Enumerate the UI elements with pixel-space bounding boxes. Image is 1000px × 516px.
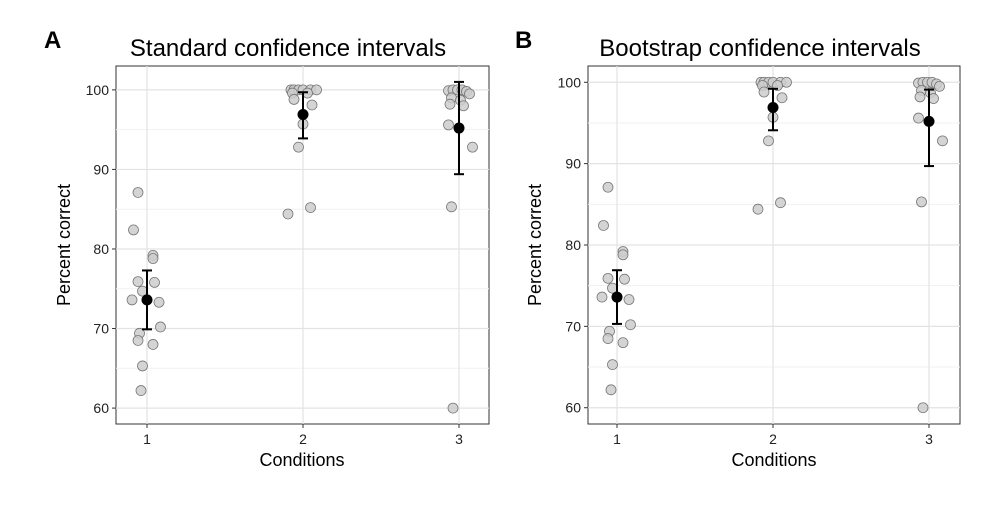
raw-point-b — [596, 291, 608, 303]
raw-point-b — [617, 249, 629, 261]
raw-point-a — [132, 276, 144, 287]
panel-a: A Standard confidence intervals 60 70 80 90… — [44, 27, 490, 470]
mean-point-b — [767, 101, 779, 113]
raw-point-a — [293, 141, 304, 153]
raw-point-b — [916, 196, 927, 208]
chart-title-b: Bootstrap confidence intervals — [599, 35, 921, 62]
mean-point-a — [453, 122, 465, 134]
raw-point-a — [149, 276, 160, 288]
axes-a: 60 70 80 90 100 1 2 3 — [86, 82, 463, 447]
raw-point-b — [602, 181, 614, 193]
raw-point-a — [153, 296, 165, 308]
y-tick-label-b: 100 — [558, 74, 582, 90]
raw-point-a — [306, 99, 318, 111]
mean-point-a — [297, 109, 309, 121]
raw-point-a — [155, 321, 166, 333]
raw-point-a — [132, 187, 144, 198]
x-axis-title-b: Conditions — [731, 450, 816, 470]
x-tick-label-b: 3 — [925, 431, 933, 447]
raw-point-a — [135, 385, 147, 396]
raw-point-b — [914, 91, 926, 103]
raw-point-b — [937, 135, 948, 147]
raw-point-b — [752, 203, 764, 215]
raw-point-b — [598, 220, 609, 231]
raw-point-b — [781, 76, 792, 88]
y-tick-label-b: 70 — [565, 318, 581, 334]
x-tick-label-b: 2 — [769, 431, 777, 447]
raw-point-a — [147, 253, 159, 264]
x-tick-label-b: 1 — [613, 431, 621, 447]
raw-point-b — [619, 273, 630, 285]
summary-a — [141, 80, 465, 331]
y-tick-label-b: 60 — [565, 400, 581, 416]
raw-point-a — [147, 339, 159, 350]
raw-point-a — [126, 294, 138, 306]
y-axis-title-b: Percent correct — [525, 184, 545, 306]
raw-points-b — [596, 76, 948, 414]
raw-point-a — [464, 88, 475, 100]
raw-point-a — [128, 224, 139, 236]
raw-point-a — [132, 335, 144, 346]
y-tick-label-b: 80 — [565, 237, 581, 253]
chart-title-a: Standard confidence intervals — [130, 35, 446, 62]
x-tick-label-a: 1 — [143, 431, 151, 447]
raw-point-b — [775, 197, 786, 209]
panel-label-b: B — [515, 27, 532, 54]
raw-point-b — [934, 80, 945, 92]
x-axis-title-a: Conditions — [259, 450, 344, 470]
raw-point-a — [288, 94, 300, 105]
raw-point-a — [443, 119, 454, 131]
panel-label-a: A — [44, 27, 61, 54]
y-tick-label-a: 70 — [93, 321, 109, 337]
raw-point-b — [917, 402, 929, 414]
raw-point-b — [776, 92, 788, 104]
summary-b — [611, 87, 935, 325]
raw-point-a — [467, 141, 478, 153]
raw-point-a — [446, 201, 457, 213]
raw-point-a — [311, 84, 322, 96]
y-tick-label-a: 80 — [93, 241, 109, 257]
y-tick-label-b: 90 — [565, 156, 581, 172]
raw-point-b — [625, 319, 636, 331]
raw-point-b — [763, 135, 774, 147]
raw-point-b — [605, 384, 617, 396]
axes-b: 60 70 80 90 100 1 2 3 — [558, 74, 933, 447]
raw-point-b — [913, 112, 924, 124]
raw-point-a — [447, 402, 459, 414]
panel-b: B Bootstrap confidence intervals 60 70 80 9… — [515, 27, 961, 470]
y-axis-title-a: Percent correct — [54, 184, 74, 306]
raw-point-b — [602, 272, 614, 284]
raw-point-b — [758, 86, 770, 98]
raw-point-b — [623, 294, 635, 305]
raw-point-a — [282, 208, 294, 220]
y-tick-label-a: 90 — [93, 161, 109, 177]
raw-point-b — [617, 337, 629, 349]
y-tick-label-a: 60 — [93, 400, 109, 416]
x-tick-label-a: 3 — [455, 431, 463, 447]
x-tick-label-a: 2 — [299, 431, 307, 447]
raw-point-a — [137, 360, 148, 372]
raw-point-b — [607, 359, 618, 371]
raw-point-a — [444, 98, 456, 110]
raw-point-a — [305, 202, 316, 214]
mean-point-a — [141, 294, 153, 306]
y-tick-label-a: 100 — [86, 82, 110, 98]
mean-point-b — [923, 115, 935, 127]
raw-point-b — [602, 333, 614, 344]
mean-point-b — [611, 291, 623, 303]
